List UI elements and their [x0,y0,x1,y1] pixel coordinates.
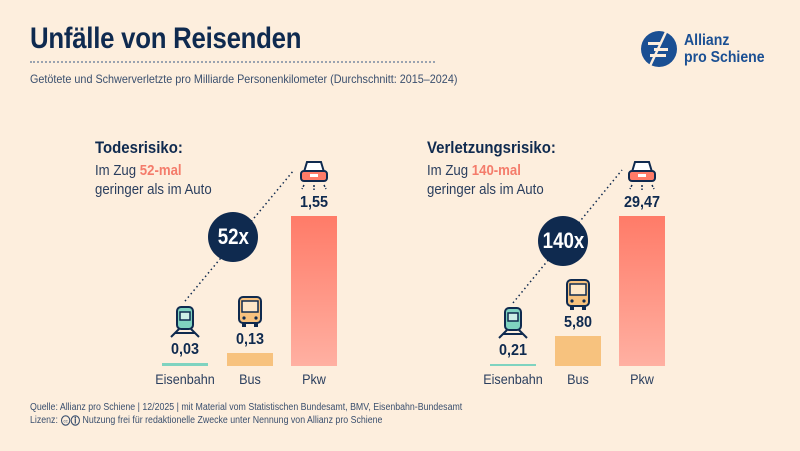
category-label: Pkw [302,371,326,387]
value-label: 1,55 [299,194,329,211]
logo-line1: Allianz [684,32,730,49]
page-title: Unfälle von Reisenden [30,22,302,55]
subtitle-pre: Im Zug [95,162,140,179]
logo: Allianz pro Schiene [640,30,776,68]
bar-bus [226,353,273,366]
license-label: Lizenz: [30,415,58,426]
panel-title: Verletzungsrisiko: [427,138,556,157]
subtitle-line1: Im Zug 140-mal [427,161,544,180]
bar-pkw [291,216,337,366]
value-label: 5,80 [563,314,592,332]
logo-line2: pro Schiene [684,49,765,66]
title-divider [30,61,435,63]
panel-subtitle: Im Zug 52-mal geringer als im Auto [95,161,212,199]
value-label: 0,21 [498,341,528,359]
car-icon [628,161,656,190]
subtitle-highlight: 140-mal [471,162,521,179]
license-note: Lizenz: cc Nutzung frei für redaktionell… [30,415,382,426]
subtitle-highlight: 52-mal [139,162,182,179]
bar-eisenbahn [490,363,536,366]
subtitle-line2: geringer als im Auto [95,181,212,198]
value-label: 0,03 [170,341,200,359]
category-label: Bus [566,371,589,387]
bus-icon [237,296,262,328]
source-note: Quelle: Allianz pro Schiene | 12/2025 | … [30,402,463,413]
panel-title: Todesrisiko: [95,138,183,157]
subtitle-line2: geringer als im Auto [427,181,544,198]
page-subtitle: Getötete und Schwerverletzte pro Milliar… [30,72,458,86]
logo-text: Allianz pro Schiene [684,32,765,66]
value-label: 29,47 [623,194,661,211]
bus-icon [565,279,590,311]
train-icon [170,306,200,338]
category-label: Pkw [630,371,654,387]
subtitle-line1: Im Zug 52-mal [95,161,212,180]
ratio-badge-text: 140x [542,228,584,253]
category-label: Eisenbahn [483,371,543,387]
bar-eisenbahn [162,363,208,366]
category-label: Eisenbahn [155,371,215,387]
ratio-badge: 140x [538,216,588,266]
ratio-badge-text: 52x [217,224,249,249]
svg-text:cc: cc [63,418,68,423]
ratio-badge: 52x [208,212,258,262]
creative-commons-icon: cc [60,415,80,426]
train-icon [498,306,528,339]
car-icon [300,161,328,190]
bar-bus [554,336,601,366]
category-label: Bus [238,371,261,387]
value-label: 0,13 [235,331,264,349]
logo-icon [641,31,677,67]
subtitle-pre: Im Zug [427,162,472,179]
bar-pkw [619,216,665,366]
license-text: Nutzung frei für redaktionelle Zwecke un… [82,415,383,426]
panel-subtitle: Im Zug 140-mal geringer als im Auto [427,161,544,199]
